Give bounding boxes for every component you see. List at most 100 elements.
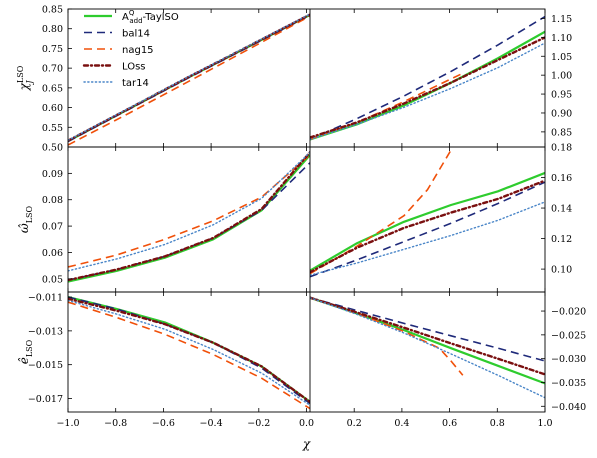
y-tick-label: 0.85 — [551, 127, 572, 138]
legend-label-loss: LOss — [122, 62, 146, 73]
y-tick-label: −0.015 — [28, 360, 63, 371]
y-tick-label: 1.05 — [551, 52, 572, 63]
x-tick-label: 0.4 — [394, 418, 409, 429]
panel-right-plot — [310, 149, 545, 278]
series-line-nag15 — [68, 15, 310, 146]
x-tick-label: −0.4 — [200, 418, 223, 429]
y-axis-label-sub: LSO — [25, 205, 34, 223]
y-tick-label: 0.14 — [551, 204, 572, 215]
y-tick-label: 0.60 — [42, 103, 63, 114]
series-line-a — [310, 171, 545, 272]
legend-label-sup: Q — [129, 9, 135, 17]
x-axis-label: χ — [302, 437, 311, 451]
series-line-loss — [68, 297, 310, 404]
series-line-nag15 — [310, 149, 452, 275]
y-axis-label-sup: LSO — [16, 65, 25, 83]
series-line-nag15 — [310, 296, 464, 376]
y-tick-label: 0.05 — [42, 274, 63, 285]
series-line-nag15 — [68, 154, 310, 268]
y-tick-label: 0.08 — [42, 195, 63, 206]
y-tick-label: −0.013 — [28, 326, 63, 337]
legend-label-a: AQ add-TaylSO — [122, 9, 179, 25]
series-line-bal14 — [310, 296, 545, 362]
legend-label-nag15: nag15 — [122, 45, 154, 56]
series-line-a — [68, 154, 310, 283]
y-tick-label: 0.16 — [551, 173, 572, 184]
y-tick-label: −0.040 — [551, 402, 586, 413]
legend-label-bal14: bal14 — [122, 29, 150, 40]
panel-left-plot — [68, 151, 310, 283]
y-tick-label: 0.10 — [551, 265, 572, 276]
series-line-loss — [310, 296, 545, 376]
y-axis-label: êLSO — [17, 339, 34, 364]
y-tick-label: 0.90 — [551, 108, 572, 119]
series-line-tar14 — [68, 151, 310, 272]
legend-label-main: tar14 — [122, 78, 149, 89]
series-line-tar14 — [310, 201, 545, 276]
y-tick-label: 0.55 — [42, 123, 63, 134]
legend-label-sub: add — [129, 17, 142, 25]
x-tick-label: 0.0 — [299, 418, 314, 429]
series-line-tar14 — [310, 42, 545, 141]
x-tick-label: 1.0 — [537, 418, 552, 429]
x-tick-label: −1.0 — [56, 418, 79, 429]
y-axis-label-sub: J — [25, 80, 34, 86]
series-line-loss — [310, 36, 545, 139]
legend-label-main: A — [122, 12, 129, 23]
y-tick-label: 0.07 — [42, 222, 63, 233]
legend-label-main: bal14 — [122, 29, 150, 40]
panel-left-plot — [68, 13, 310, 146]
legend-label-main: LOss — [122, 62, 146, 73]
x-tick-label: 0.2 — [347, 418, 362, 429]
panel-right-plot — [310, 15, 545, 141]
series-line-tar14 — [310, 297, 545, 399]
legend-label-rest: -TaylSO — [143, 12, 179, 23]
y-axis-label-main: ω̂ — [17, 223, 31, 233]
row-2: 0.05 0.06 0.07 0.08 0.09 0.10 0.12 0.14 0.16 0.18… — [17, 143, 572, 293]
y-tick-label: 0.12 — [551, 234, 572, 245]
x-tick-label: −0.2 — [247, 418, 270, 429]
legend: AQ add-TaylSO bal14 nag15 LOss tar14 — [82, 9, 179, 89]
y-tick-label: 0.65 — [42, 83, 63, 94]
y-axis-label-main: ê — [17, 357, 31, 364]
y-axis-label-sub: LSO — [25, 339, 34, 357]
y-tick-label: 0.09 — [42, 169, 63, 180]
series-line-a — [310, 30, 545, 141]
x-tick-label: −0.8 — [104, 418, 127, 429]
y-tick-label: 0.85 — [42, 5, 63, 16]
y-tick-label: −0.035 — [551, 378, 586, 389]
series-line-tar14 — [68, 299, 310, 406]
y-axis-label: ω̂LSO — [17, 205, 34, 233]
y-tick-label: 0.95 — [551, 90, 572, 101]
y-tick-label: −0.025 — [551, 330, 586, 341]
y-tick-label: 0.06 — [42, 248, 63, 259]
legend-label-tar14: tar14 — [122, 78, 149, 89]
series-line-bal14 — [310, 15, 545, 141]
row-frame — [67, 291, 546, 413]
y-tick-label: 0.70 — [42, 64, 63, 75]
row-frame — [67, 146, 546, 293]
row-3: −0.011 −0.013 −0.015 −0.017 −0.020 −0.025 −0.0… — [17, 291, 586, 413]
panel-right-plot — [310, 296, 545, 399]
y-tick-label: 1.15 — [551, 14, 572, 25]
y-tick-label: 0.18 — [551, 143, 572, 154]
series-line-bal14 — [310, 181, 545, 278]
series-line-bal14 — [68, 162, 310, 281]
y-tick-label: −0.011 — [28, 293, 63, 304]
series-line-loss — [68, 151, 310, 282]
y-tick-label: 1.10 — [551, 33, 572, 44]
y-tick-label: 1.00 — [551, 71, 572, 82]
series-line-loss — [310, 179, 545, 274]
y-tick-label: −0.020 — [551, 307, 586, 318]
y-tick-label: 0.80 — [42, 24, 63, 35]
y-axis-label: χLSOJ — [16, 65, 34, 91]
x-tick-label: 0.6 — [442, 418, 457, 429]
series-line-nag15 — [68, 301, 310, 410]
y-tick-label: 0.75 — [42, 44, 63, 55]
series-line-bal14 — [68, 296, 310, 405]
series-line-tar14 — [68, 13, 310, 141]
panel-left-plot — [68, 296, 310, 410]
x-tick-label: −0.6 — [152, 418, 175, 429]
y-axis-label-main: χ — [17, 82, 31, 91]
